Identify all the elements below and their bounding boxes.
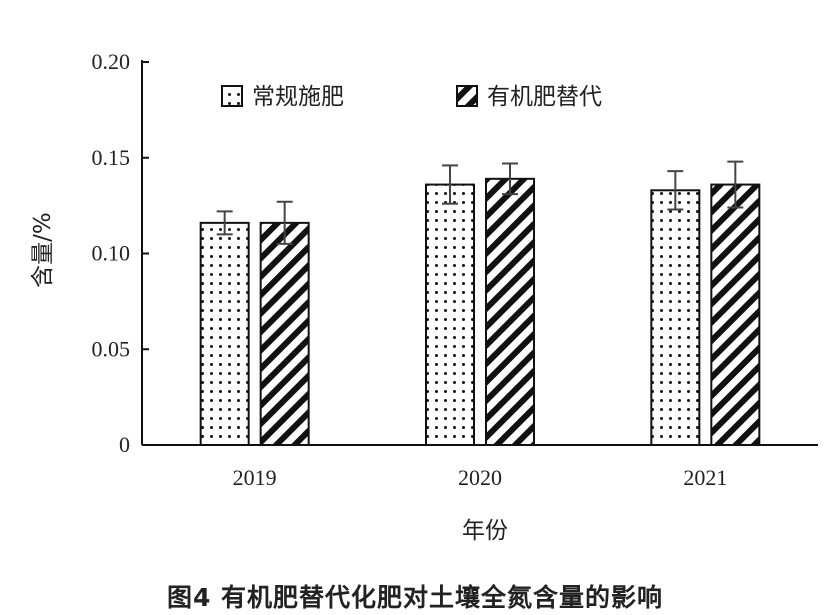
bar-2021-2 — [710, 183, 761, 446]
error-bar — [727, 160, 744, 209]
bar-2020-1 — [425, 183, 475, 446]
x-axis-title: 年份 — [462, 518, 508, 544]
bars — [199, 177, 761, 446]
error-bar — [502, 162, 518, 196]
y-tick-label: 0.15 — [92, 145, 131, 170]
tick-labels: 0 0.05 0.10 0.15 0.20 2019 2020 2021 — [92, 49, 728, 490]
figure-caption: 图4 有机肥替代化肥对土壤全氮含量的影响 — [166, 583, 664, 612]
error-bar — [216, 210, 233, 236]
legend-swatch-2 — [456, 85, 478, 107]
legend-swatch-1 — [221, 85, 243, 107]
error-bar — [442, 164, 458, 205]
x-tick-label: 2019 — [233, 465, 277, 490]
error-bars — [216, 160, 744, 245]
y-tick-label: 0 — [119, 432, 130, 457]
legend: 常规施肥 有机肥替代 — [221, 84, 602, 110]
bar-2019-1 — [199, 221, 250, 446]
axes — [141, 60, 818, 446]
error-bar — [276, 200, 293, 245]
y-tick-label: 0.20 — [92, 49, 131, 74]
legend-label-1: 常规施肥 — [252, 84, 344, 110]
error-bar — [667, 170, 684, 211]
legend-label-2: 有机肥替代 — [487, 84, 602, 110]
y-tick-label: 0.10 — [92, 241, 131, 266]
bar-2019-2 — [259, 221, 310, 446]
x-tick-label: 2020 — [458, 465, 502, 490]
bar-2021-1 — [650, 189, 701, 446]
x-tick-label: 2021 — [683, 465, 727, 490]
bar-2020-2 — [485, 177, 535, 446]
y-tick-label: 0.05 — [92, 336, 131, 361]
y-axis-title: 含量/% — [30, 212, 56, 288]
